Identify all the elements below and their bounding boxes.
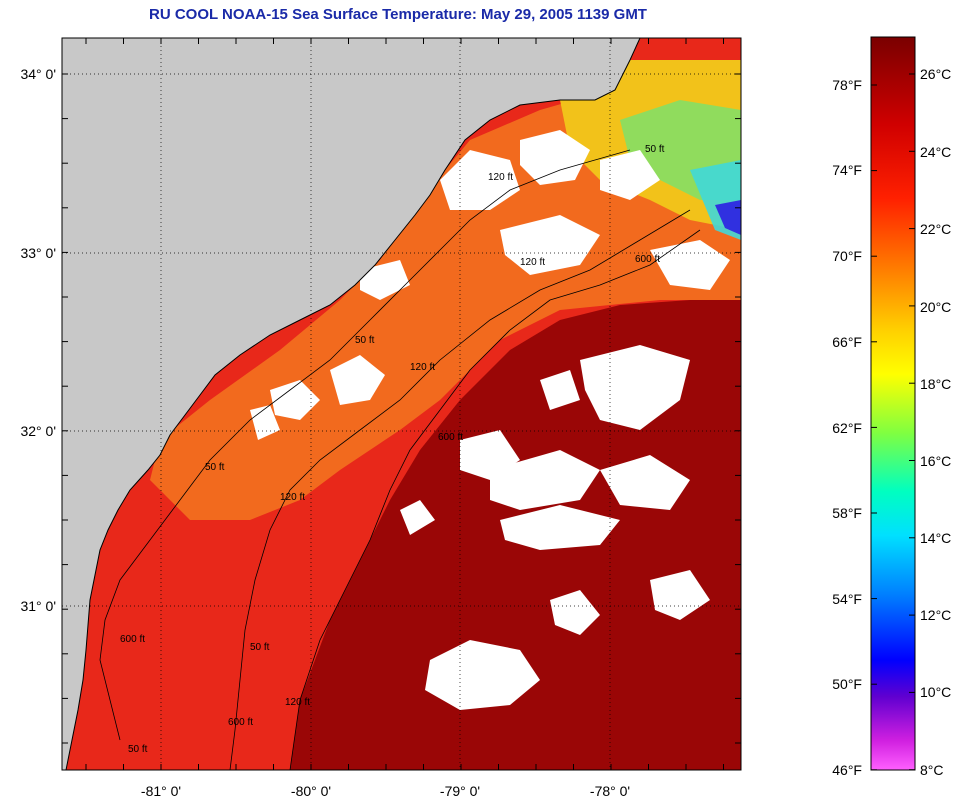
c-label: 14°C bbox=[920, 530, 951, 546]
f-label: 58°F bbox=[832, 505, 862, 521]
contour-label: 600 ft bbox=[120, 634, 145, 645]
contour-label: 600 ft bbox=[438, 432, 463, 443]
lat-label-31: 31° 0' bbox=[20, 598, 56, 614]
f-label: 66°F bbox=[832, 334, 862, 350]
c-label: 20°C bbox=[920, 299, 951, 315]
f-label: 54°F bbox=[832, 591, 862, 607]
contour-120ft bbox=[229, 209, 691, 770]
contour-600ft bbox=[289, 229, 701, 770]
lon-label-80: -80° 0' bbox=[291, 783, 331, 799]
f-label: 62°F bbox=[832, 420, 862, 436]
coldest-water-patch bbox=[715, 200, 741, 235]
c-label: 10°C bbox=[920, 684, 951, 700]
c-label: 8°C bbox=[920, 762, 944, 778]
latitude-labels: 34° 0' 33° 0' 32° 0' 31° 0' bbox=[20, 66, 56, 614]
c-label: 24°C bbox=[920, 144, 951, 160]
contour-label-group: 50 ft 120 ft 600 ft 50 ft 120 ft 600 ft … bbox=[120, 144, 665, 755]
c-label: 18°C bbox=[920, 376, 951, 392]
map-frame bbox=[61, 37, 742, 771]
c-label: 16°C bbox=[920, 453, 951, 469]
colorbar-ticks bbox=[871, 73, 915, 771]
contour-label: 120 ft bbox=[285, 697, 310, 708]
colorbar: 78°F 74°F 70°F 66°F 62°F 58°F 54°F 50°F … bbox=[832, 36, 951, 778]
longitude-labels: -81° 0' -80° 0' -79° 0' -78° 0' bbox=[141, 783, 630, 799]
contour-label: 50 ft bbox=[355, 335, 375, 346]
lon-label-81: -81° 0' bbox=[141, 783, 181, 799]
contour-label: 600 ft bbox=[228, 717, 253, 728]
contour-label: 120 ft bbox=[520, 257, 545, 268]
c-label: 12°C bbox=[920, 607, 951, 623]
axis-ticks bbox=[62, 38, 741, 770]
contour-50ft bbox=[99, 149, 631, 741]
contour-label: 120 ft bbox=[410, 362, 435, 373]
fahrenheit-scale: 78°F 74°F 70°F 66°F 62°F 58°F 54°F 50°F … bbox=[832, 77, 862, 778]
f-label: 78°F bbox=[832, 77, 862, 93]
celsius-scale: 26°C 24°C 22°C 20°C 18°C 16°C 14°C 12°C … bbox=[920, 66, 951, 778]
depth-contours bbox=[99, 149, 701, 770]
land-mass bbox=[62, 38, 640, 770]
cloud-mask bbox=[250, 130, 730, 710]
contour-label: 50 ft bbox=[645, 144, 665, 155]
contour-label: 120 ft bbox=[280, 492, 305, 503]
lon-label-78: -78° 0' bbox=[590, 783, 630, 799]
contour-label: 120 ft bbox=[488, 172, 513, 183]
coastline bbox=[65, 38, 641, 770]
c-label: 26°C bbox=[920, 66, 951, 82]
f-label: 46°F bbox=[832, 762, 862, 778]
page-title: RU COOL NOAA-15 Sea Surface Temperature:… bbox=[149, 6, 647, 23]
colorbar-gradient bbox=[871, 37, 915, 770]
lat-label-33: 33° 0' bbox=[20, 245, 56, 261]
lon-label-79: -79° 0' bbox=[440, 783, 480, 799]
f-label: 50°F bbox=[832, 676, 862, 692]
lat-label-34: 34° 0' bbox=[20, 66, 56, 82]
c-label: 22°C bbox=[920, 221, 951, 237]
lat-label-32: 32° 0' bbox=[20, 423, 56, 439]
contour-label: 50 ft bbox=[128, 744, 148, 755]
colorbar-frame bbox=[870, 36, 916, 771]
f-label: 74°F bbox=[832, 162, 862, 178]
contour-label: 50 ft bbox=[250, 642, 270, 653]
f-label: 70°F bbox=[832, 248, 862, 264]
contour-label: 50 ft bbox=[205, 462, 225, 473]
contour-label: 600 ft bbox=[635, 254, 660, 265]
map-panel: 50 ft 120 ft 600 ft 50 ft 120 ft 600 ft … bbox=[62, 38, 741, 770]
